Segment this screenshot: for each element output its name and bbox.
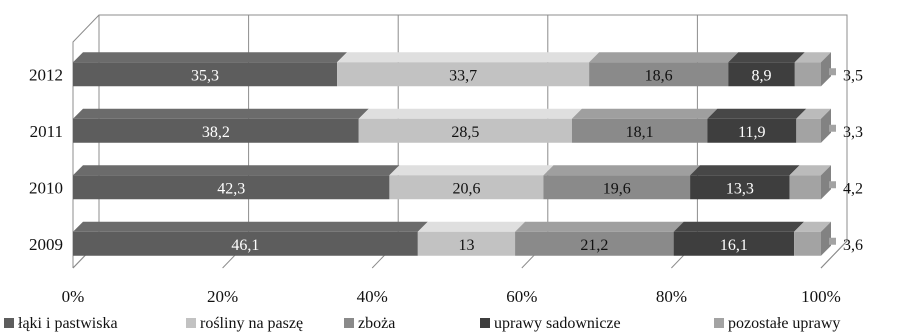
bar-top-face <box>571 108 718 119</box>
legend-swatch <box>714 318 724 328</box>
bar-segment <box>794 62 821 87</box>
bar-segment <box>571 118 708 143</box>
legend-swatch <box>480 318 490 328</box>
data-label: 13 <box>458 237 474 254</box>
bar-top-face <box>337 52 600 63</box>
legend-label: rośliny na paszę <box>200 315 303 332</box>
x-tick-label: 80% <box>656 287 687 306</box>
data-label-marker <box>829 68 836 76</box>
x-tick-label: 20% <box>207 287 238 306</box>
bar-segment <box>673 231 795 256</box>
data-label: 3,5 <box>843 67 863 84</box>
bar-segment <box>707 118 797 143</box>
bar-top-face <box>417 221 526 232</box>
bar-group-2011: 38,2 28,5 18,1 11,9 3,3 <box>73 108 863 143</box>
bar-segment <box>794 231 821 256</box>
bar-segment <box>515 231 674 256</box>
data-label: 13,3 <box>726 180 754 197</box>
bar-segment <box>690 175 790 200</box>
bar-top-face <box>796 108 831 119</box>
data-label: 33,7 <box>449 67 477 84</box>
x-tick-label: 0% <box>62 287 85 306</box>
bar-segment <box>358 118 572 143</box>
x-tick-label: 100% <box>801 287 841 306</box>
data-label-marker <box>829 124 836 132</box>
data-label: 20,6 <box>452 180 480 197</box>
bar-segment <box>73 118 359 143</box>
data-label: 19,6 <box>603 180 631 197</box>
bar-top-face <box>690 165 800 176</box>
data-label: 28,5 <box>451 124 479 141</box>
data-label-marker <box>829 181 836 189</box>
bar-segment <box>73 62 338 87</box>
bar-side-face <box>821 221 831 256</box>
legend-label: uprawy sadownicze <box>494 315 621 332</box>
bar-segment <box>589 62 729 87</box>
data-label-marker <box>829 237 836 245</box>
y-tick-label: 2011 <box>30 122 63 141</box>
legend-swatch <box>186 318 196 328</box>
data-label: 18,6 <box>645 67 673 84</box>
bar-side-face <box>821 52 831 87</box>
bar-segment <box>389 175 544 200</box>
bar-top-face <box>543 165 701 176</box>
bar-segment <box>543 175 691 200</box>
data-label: 4,2 <box>843 180 863 197</box>
data-label: 35,3 <box>191 67 219 84</box>
data-label: 18,1 <box>626 124 654 141</box>
bar-segment <box>337 62 590 87</box>
bar-top-face <box>358 108 582 119</box>
data-label: 8,9 <box>752 67 772 84</box>
legend-label: pozostałe uprawy <box>728 315 840 332</box>
data-label: 3,3 <box>843 124 863 141</box>
legend-label: łąki i pastwiska <box>18 315 118 332</box>
bar-segment <box>73 231 418 256</box>
data-label: 16,1 <box>720 237 748 254</box>
bar-top-face <box>515 221 684 232</box>
bar-top-face <box>673 221 805 232</box>
bar-top-face <box>389 165 554 176</box>
bar-top-face <box>73 52 348 63</box>
bar-segment <box>417 231 516 256</box>
bars: 35,3 33,7 18,6 8,9 3,5 38,2 28,5 18,1 11,9 3,3 42,… <box>73 52 863 256</box>
x-tick-label: 40% <box>357 287 388 306</box>
bar-top-face <box>589 52 739 63</box>
data-label: 21,2 <box>580 237 608 254</box>
bar-top-face <box>789 165 831 176</box>
bar-side-face <box>821 108 831 143</box>
gridline-floor <box>820 240 848 269</box>
bar-group-2012: 35,3 33,7 18,6 8,9 3,5 <box>73 52 863 87</box>
data-label: 46,1 <box>231 237 259 254</box>
bar-top-face <box>794 221 831 232</box>
legend-swatch <box>4 318 14 328</box>
bar-group-2009: 46,1 13 21,2 16,1 3,6 <box>73 221 863 256</box>
y-tick-label: 2010 <box>29 178 63 197</box>
category-axis-labels: 2012 2011 2010 2009 <box>29 65 63 254</box>
bar-top-face <box>707 108 807 119</box>
data-label: 42,3 <box>217 180 245 197</box>
bar-side-face <box>821 165 831 200</box>
bar-segment <box>789 175 821 200</box>
legend: łąki i pastwiska rośliny na paszę zboża upr… <box>4 315 840 332</box>
bar-top-face <box>73 165 400 176</box>
data-label: 38,2 <box>202 124 230 141</box>
bar-top-face <box>73 108 369 119</box>
bar-top-face <box>73 221 428 232</box>
x-tick-label: 60% <box>506 287 537 306</box>
data-label: 11,9 <box>738 124 765 141</box>
legend-label: zboża <box>358 315 395 332</box>
bar-top-face <box>794 52 831 63</box>
bar-segment <box>728 62 795 87</box>
y-tick-label: 2012 <box>29 65 63 84</box>
bar-group-2010: 42,3 20,6 19,6 13,3 4,2 <box>73 165 863 200</box>
y-tick-label: 2009 <box>29 235 63 254</box>
bar-segment <box>73 175 390 200</box>
bar-top-face <box>728 52 805 63</box>
data-label: 3,6 <box>843 237 863 254</box>
legend-swatch <box>344 318 354 328</box>
value-axis-labels: 0% 20% 40% 60% 80% 100% <box>62 287 841 306</box>
bar-segment <box>796 118 821 143</box>
